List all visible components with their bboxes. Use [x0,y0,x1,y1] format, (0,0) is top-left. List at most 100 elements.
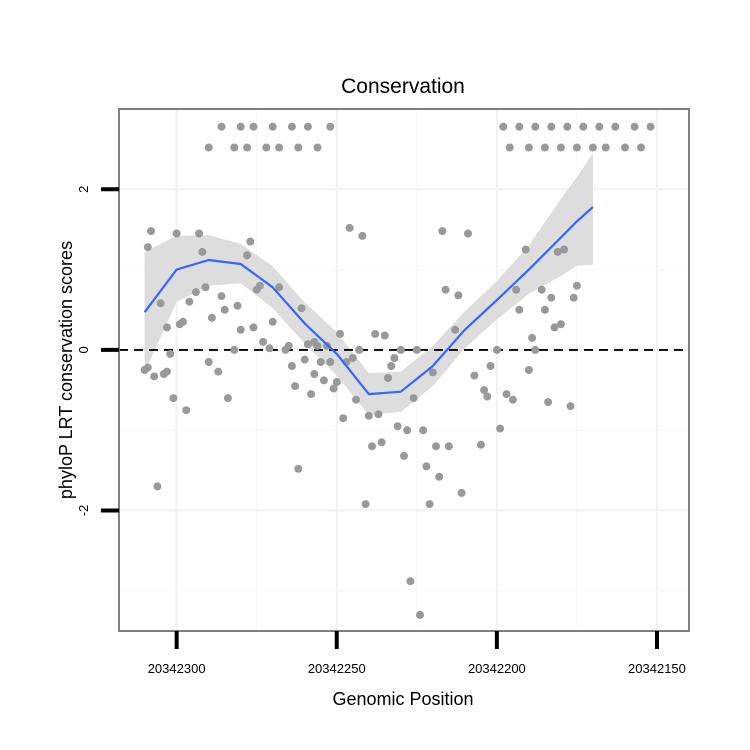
data-point [387,362,396,370]
data-point [255,281,264,290]
data-point [464,229,472,238]
data-point [569,293,578,302]
data-point [521,245,530,254]
data-point [524,143,533,152]
x-tick-label: 20342200 [468,661,526,676]
data-point [182,406,191,415]
data-point [259,337,268,346]
data-point [207,313,216,322]
data-point [230,345,239,354]
data-point [637,143,645,152]
data-point [374,410,383,419]
data-point [531,345,540,354]
y-tick-label: -2 [76,505,91,517]
data-point [217,292,226,301]
data-point [339,414,348,423]
data-point [214,367,223,376]
data-point [438,227,447,236]
data-point [457,488,466,497]
data-point [361,500,370,509]
data-point [528,333,537,342]
data-point [243,143,252,152]
data-point [601,143,610,152]
data-point [547,293,556,302]
data-point [143,243,152,252]
data-point [249,122,258,131]
data-point [566,402,575,411]
data-point [572,143,581,152]
data-point [201,283,210,292]
data-point [319,376,328,385]
data-point [384,374,392,382]
data-point [143,363,152,372]
data-point [204,358,213,366]
data-point [179,317,187,326]
data-point [275,143,284,152]
data-point [191,288,200,297]
data-point [531,122,540,131]
data-point [588,143,597,152]
data-point [275,283,284,292]
data-point [268,122,277,131]
data-point [646,122,655,131]
data-point [451,325,460,334]
scatter-points [140,122,655,619]
x-axis-label: Genomic Position [332,689,473,709]
data-point [524,366,533,374]
data-point [425,500,434,509]
data-point [595,122,604,131]
smooth-line [143,206,594,396]
data-point [329,384,338,393]
data-point [371,329,380,338]
x-tick-label: 20342150 [628,661,686,676]
data-point [502,390,511,399]
data-point [480,386,489,395]
data-point [185,297,194,306]
data-point [348,354,357,362]
data-point [355,345,364,354]
data-point [284,341,293,350]
confidence-band [144,153,593,415]
data-point [326,358,335,366]
data-point [291,382,300,391]
data-point [294,464,303,473]
chart-title: Conservation [341,75,465,98]
data-point [572,281,581,290]
x-tick-label: 20342300 [148,661,206,676]
data-point [393,422,402,431]
data-point [294,143,303,152]
data-point [243,251,252,260]
data-point [412,345,421,354]
y-tick-label: 2 [76,186,91,193]
data-point [403,426,412,435]
data-point [223,394,232,403]
data-point [390,354,399,362]
data-point [217,122,226,131]
y-axis-label: phyloP LRT conservation scores [56,241,76,499]
data-point [287,362,296,370]
data-point [236,122,245,131]
data-point [515,122,524,131]
data-point [544,398,553,407]
data-point [313,341,322,350]
data-point [470,371,479,380]
data-point [435,472,444,481]
data-point [262,143,271,152]
data-point [153,482,162,491]
data-point [166,349,175,358]
data-point [550,323,559,332]
data-point [336,329,344,338]
data-point [310,370,319,378]
data-point [268,317,277,326]
data-point [377,438,386,447]
data-point [303,122,312,131]
data-point [547,122,556,131]
data-point [352,395,360,404]
data-point [204,143,213,152]
data-point [400,451,408,460]
data-point [156,299,165,308]
data-point [422,462,431,471]
data-point [416,610,424,619]
data-point [220,305,229,314]
data-point [326,122,335,131]
